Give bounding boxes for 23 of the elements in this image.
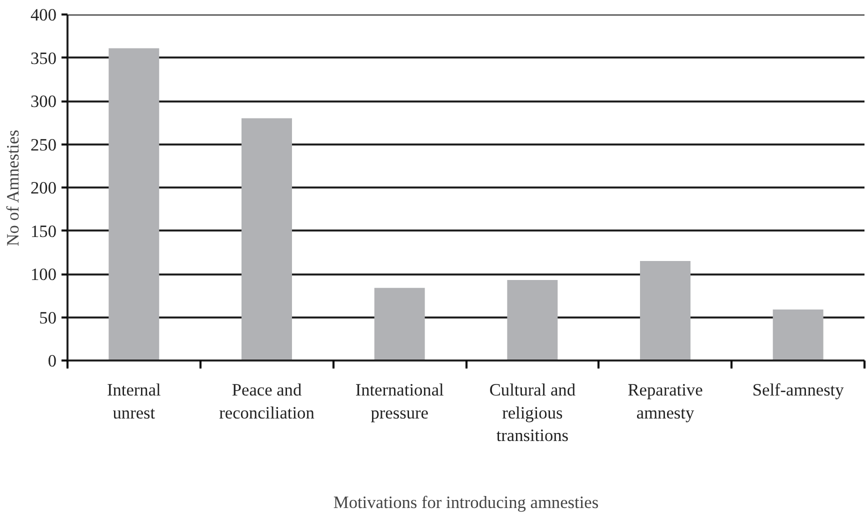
y-tick-label: 400 bbox=[30, 6, 57, 24]
x-tick-label: Self-amnesty bbox=[752, 380, 844, 400]
y-tick-label: 350 bbox=[30, 48, 57, 68]
x-tick-label: Peace and reconciliation bbox=[219, 380, 315, 422]
bar bbox=[242, 118, 292, 360]
y-tick-label: 200 bbox=[30, 178, 57, 198]
y-axis-title: No of Amnesties bbox=[4, 129, 23, 246]
y-tick-label: 300 bbox=[30, 92, 57, 111]
x-tick-label: Internal unrest bbox=[106, 380, 162, 422]
y-tick-label: 0 bbox=[48, 352, 57, 370]
bar bbox=[640, 261, 690, 360]
bar bbox=[507, 280, 558, 360]
x-tick-label: Reparative amnesty bbox=[628, 380, 704, 422]
y-tick-label: 250 bbox=[30, 135, 57, 154]
y-tick-label: 100 bbox=[30, 265, 57, 284]
bar bbox=[108, 48, 160, 360]
y-tick-label: 150 bbox=[30, 222, 57, 241]
bar bbox=[772, 309, 824, 360]
x-axis-title: Motivations for introducing amnesties bbox=[333, 493, 599, 512]
x-tick-label: International pressure bbox=[355, 380, 444, 422]
y-tick-label: 50 bbox=[39, 308, 56, 328]
x-tick-label: Cultural and religious transitions bbox=[489, 380, 576, 446]
bar bbox=[374, 288, 425, 360]
